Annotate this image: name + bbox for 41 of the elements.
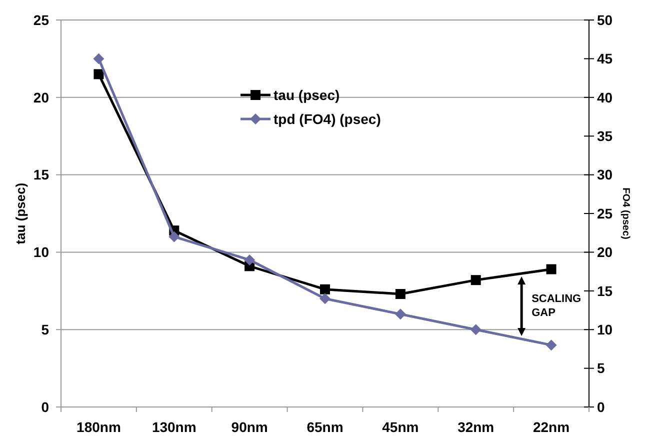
- y-tick-label: 10: [33, 244, 50, 260]
- point: [546, 264, 556, 274]
- point: [470, 275, 481, 286]
- y2-tick-label: 40: [597, 89, 613, 106]
- x-tick-label: 32nm: [458, 419, 494, 435]
- point: [470, 324, 482, 336]
- x-tick-label: 22nm: [532, 419, 570, 435]
- point: [94, 69, 104, 80]
- y-tick-label: 0: [41, 398, 50, 415]
- y2-tick-label: 0: [597, 398, 605, 415]
- y-axis-title: tau (psec): [13, 182, 28, 244]
- point: [168, 231, 180, 242]
- y2-tick-label: 25: [597, 205, 613, 222]
- point: [395, 288, 406, 299]
- y-tick-label: 5: [41, 322, 50, 338]
- y-tick-label: 25: [33, 12, 50, 28]
- y2-tick-label: 20: [597, 244, 613, 260]
- y-tick-label: 20: [33, 89, 50, 106]
- x-tick-label: 45nm: [382, 419, 419, 435]
- y2-tick-label: 15: [597, 282, 613, 299]
- legend-label: tpd (FO4) (psec): [274, 110, 381, 127]
- y2-tick-label: 45: [597, 50, 613, 67]
- y2-tick-label: 35: [597, 128, 613, 144]
- y2-tick-label: 50: [597, 12, 613, 28]
- y2-tick-label: 10: [597, 322, 613, 338]
- point: [546, 340, 557, 351]
- point: [93, 53, 104, 64]
- y2-tick-label: 5: [597, 360, 605, 376]
- x-tick-label: 90nm: [231, 419, 268, 435]
- point: [320, 293, 330, 304]
- y2-axis-title: FO4 (psec): [620, 188, 631, 240]
- legend-label: tau (psec): [274, 86, 340, 103]
- y2-tick-label: 30: [597, 166, 613, 183]
- y-tick-label: 15: [33, 166, 50, 183]
- point: [244, 254, 256, 266]
- x-tick-label: 180nm: [76, 419, 121, 435]
- x-tick-label: 130nm: [152, 419, 196, 435]
- point: [394, 308, 406, 320]
- x-tick-label: 65nm: [306, 419, 344, 435]
- annotation: SCALING GAP: [532, 293, 582, 320]
- point: [320, 284, 330, 294]
